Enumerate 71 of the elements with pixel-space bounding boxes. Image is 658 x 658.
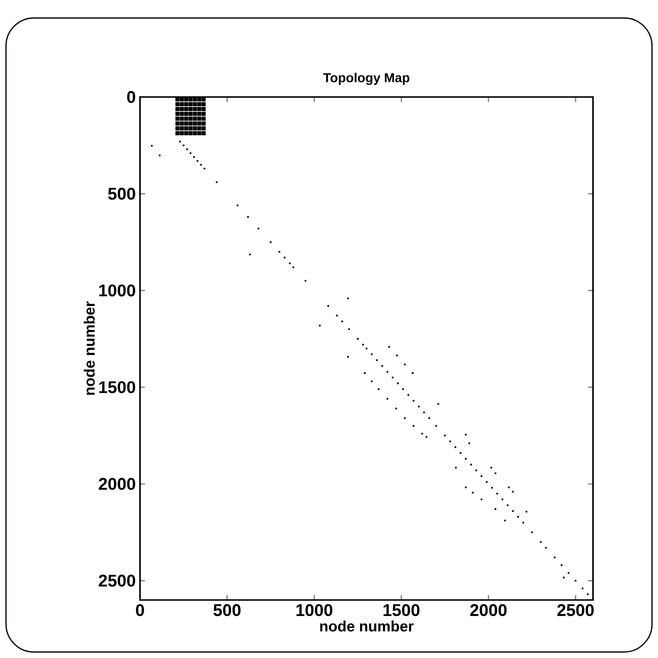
- point: [197, 97, 202, 102]
- point: [197, 102, 202, 106]
- point: [202, 126, 206, 130]
- point: [184, 131, 188, 136]
- point: [188, 116, 193, 121]
- point: [180, 112, 184, 116]
- point: [184, 97, 188, 102]
- x-tick-label: 1000: [296, 604, 332, 616]
- point: [184, 106, 188, 112]
- point: [192, 106, 197, 112]
- point: [175, 106, 180, 112]
- point: [180, 97, 184, 102]
- point: [188, 126, 193, 130]
- point: [180, 102, 184, 106]
- x-tick-label: 1500: [384, 604, 420, 616]
- y-tick-label: 500: [108, 188, 136, 200]
- point: [188, 106, 193, 112]
- point: [197, 126, 202, 130]
- point: [202, 116, 206, 121]
- point: [184, 102, 188, 106]
- point: [188, 112, 193, 116]
- x-tick-label: 2000: [470, 604, 507, 616]
- point: [197, 131, 202, 136]
- x-axis-title: node number: [320, 620, 414, 632]
- point: [184, 121, 188, 126]
- point: [175, 97, 180, 102]
- point: [175, 131, 180, 136]
- point: [197, 121, 202, 126]
- x-tick-label: 2500: [557, 604, 594, 616]
- point: [202, 106, 206, 112]
- point: [184, 126, 188, 130]
- point: [180, 126, 184, 130]
- point: [197, 112, 202, 116]
- point: [175, 126, 180, 130]
- point: [188, 97, 193, 102]
- point: [192, 102, 197, 106]
- y-tick-label: 1000: [99, 284, 136, 296]
- y-tick-label: 1500: [99, 381, 136, 394]
- point: [197, 116, 202, 121]
- point: [188, 102, 193, 106]
- point: [175, 116, 180, 121]
- point: [192, 116, 197, 121]
- point: [180, 116, 184, 121]
- point: [180, 131, 184, 136]
- point: [175, 121, 180, 126]
- point: [197, 106, 202, 112]
- x-tick-label: 0: [136, 604, 144, 616]
- y-tick-label: 2000: [98, 478, 136, 490]
- point: [192, 126, 197, 130]
- point: [192, 97, 197, 102]
- point: [202, 121, 206, 126]
- point: [180, 106, 184, 112]
- point: [202, 112, 206, 116]
- y-axis-title: node number: [84, 301, 95, 395]
- point: [180, 121, 184, 126]
- point: [184, 112, 188, 116]
- point: [175, 102, 180, 106]
- point: [192, 131, 197, 136]
- point: [202, 131, 206, 136]
- chart-title: Topology Map: [323, 72, 410, 85]
- point: [188, 121, 193, 126]
- point: [202, 97, 206, 102]
- point: [188, 131, 193, 136]
- point: [202, 102, 206, 106]
- x-tick-label: 500: [214, 604, 241, 616]
- point: [175, 112, 180, 116]
- y-tick-label: 0: [127, 91, 136, 104]
- point: [192, 112, 197, 116]
- point: [184, 116, 188, 121]
- point: [192, 121, 197, 126]
- y-tick-label: 2500: [98, 574, 136, 587]
